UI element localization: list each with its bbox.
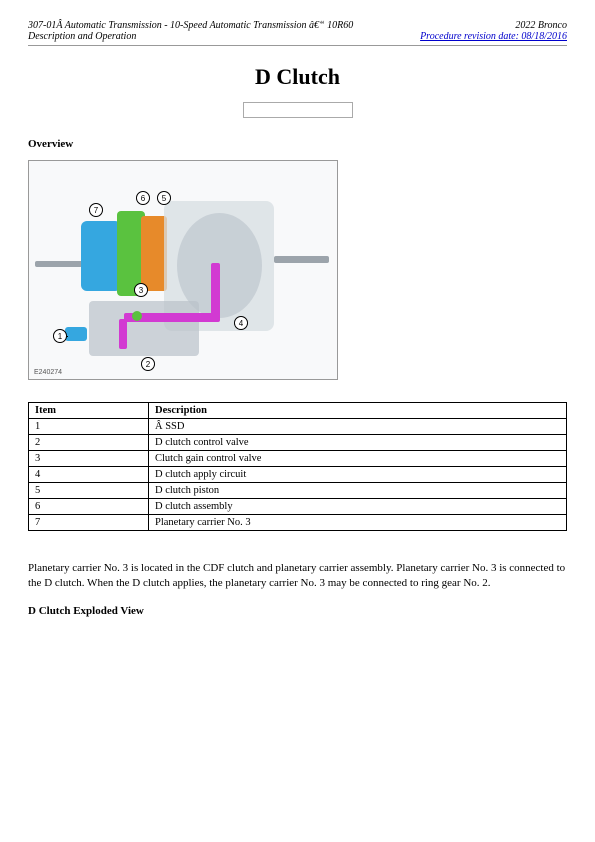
col-description: Description bbox=[149, 403, 567, 419]
figure-id: E240274 bbox=[34, 369, 62, 376]
header-left-line1: 307-01Â Automatic Transmission - 10-Spee… bbox=[28, 20, 353, 31]
table-row: 4D clutch apply circuit bbox=[29, 467, 567, 483]
pipe-2 bbox=[211, 263, 220, 322]
callout-5: 5 bbox=[157, 191, 171, 205]
blank-field bbox=[243, 102, 353, 118]
callout-7: 7 bbox=[89, 203, 103, 217]
table-header-row: Item Description bbox=[29, 403, 567, 419]
leader-1 bbox=[67, 336, 68, 337]
cell-item: 6 bbox=[29, 499, 149, 515]
overview-heading: Overview bbox=[28, 138, 567, 150]
cell-description: Â SSD bbox=[149, 419, 567, 435]
col-item: Item bbox=[29, 403, 149, 419]
cell-item: 3 bbox=[29, 451, 149, 467]
callout-6: 6 bbox=[136, 191, 150, 205]
cell-description: Planetary carrier No. 3 bbox=[149, 515, 567, 531]
callout-1: 1 bbox=[53, 329, 67, 343]
cell-item: 5 bbox=[29, 483, 149, 499]
exploded-view-heading: D Clutch Exploded View bbox=[28, 605, 567, 617]
table-row: 2D clutch control valve bbox=[29, 435, 567, 451]
header-right: 2022 Bronco Procedure revision date: 08/… bbox=[420, 20, 567, 42]
table-row: 5D clutch piston bbox=[29, 483, 567, 499]
cell-description: D clutch apply circuit bbox=[149, 467, 567, 483]
green-valve bbox=[132, 311, 142, 321]
callout-2: 2 bbox=[141, 357, 155, 371]
cell-description: D clutch control valve bbox=[149, 435, 567, 451]
revision-date-link[interactable]: Procedure revision date: 08/18/2016 bbox=[420, 31, 567, 42]
table-row: 1Â SSD bbox=[29, 419, 567, 435]
blue-housing bbox=[81, 221, 121, 291]
overview-paragraph: Planetary carrier No. 3 is located in th… bbox=[28, 561, 567, 591]
valve-body bbox=[89, 301, 199, 356]
transmission-figure: 1 2 3 4 56 7 E240274 bbox=[28, 160, 338, 380]
table-row: 3Clutch gain control valve bbox=[29, 451, 567, 467]
solenoid bbox=[65, 327, 87, 341]
shaft-left bbox=[35, 261, 85, 267]
cell-item: 2 bbox=[29, 435, 149, 451]
cell-description: D clutch piston bbox=[149, 483, 567, 499]
table-row: 6D clutch assembly bbox=[29, 499, 567, 515]
cell-description: Clutch gain control valve bbox=[149, 451, 567, 467]
header-left-line2: Description and Operation bbox=[28, 31, 353, 42]
page-header: 307-01Â Automatic Transmission - 10-Spee… bbox=[28, 20, 567, 46]
cell-item: 4 bbox=[29, 467, 149, 483]
page-title: D Clutch bbox=[28, 64, 567, 90]
cell-item: 1 bbox=[29, 419, 149, 435]
header-right-line1: 2022 Bronco bbox=[420, 20, 567, 31]
shaft-right bbox=[274, 256, 329, 263]
pipe-3 bbox=[119, 319, 127, 349]
callout-4: 4 bbox=[234, 316, 248, 330]
callout-3: 3 bbox=[134, 283, 148, 297]
header-left: 307-01Â Automatic Transmission - 10-Spee… bbox=[28, 20, 353, 42]
cell-item: 7 bbox=[29, 515, 149, 531]
table-row: 7Planetary carrier No. 3 bbox=[29, 515, 567, 531]
item-description-table: Item Description 1Â SSD2D clutch control… bbox=[28, 402, 567, 531]
cell-description: D clutch assembly bbox=[149, 499, 567, 515]
